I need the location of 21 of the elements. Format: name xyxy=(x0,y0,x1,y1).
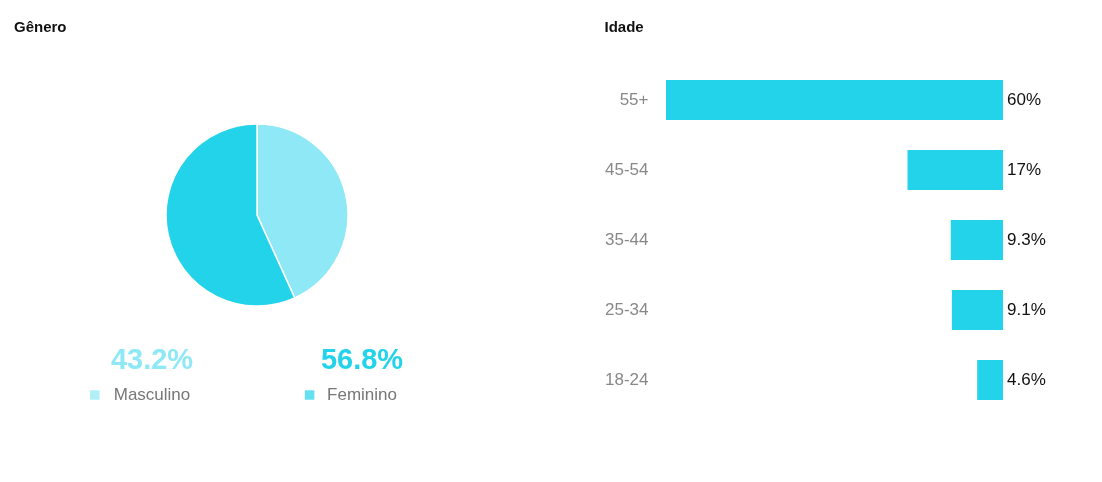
data-label: 56.8% xyxy=(320,343,404,375)
y-tick-label: 55+ xyxy=(619,90,649,109)
y-tick-label: 18-24 xyxy=(605,370,649,389)
bar xyxy=(977,360,1003,400)
legend-label: Feminino xyxy=(327,385,397,404)
data-label: 17% xyxy=(1007,160,1042,179)
data-label: 43.2% xyxy=(110,343,194,375)
chart-title: Gênero xyxy=(14,18,67,35)
data-label: 4.6% xyxy=(1007,370,1046,389)
bar xyxy=(666,80,1003,120)
bar xyxy=(950,220,1003,260)
legend-label: Masculino xyxy=(113,385,191,404)
data-label: 60% xyxy=(1007,90,1042,109)
bar xyxy=(907,150,1003,190)
data-label: 9.1% xyxy=(1007,300,1046,319)
chart-title: Idade xyxy=(604,18,644,35)
y-tick-label: 45-54 xyxy=(605,160,649,179)
y-tick-label: 25-34 xyxy=(605,300,649,319)
bar xyxy=(951,290,1003,330)
data-label: 9.3% xyxy=(1007,230,1046,249)
y-tick-label: 35-44 xyxy=(605,230,649,249)
